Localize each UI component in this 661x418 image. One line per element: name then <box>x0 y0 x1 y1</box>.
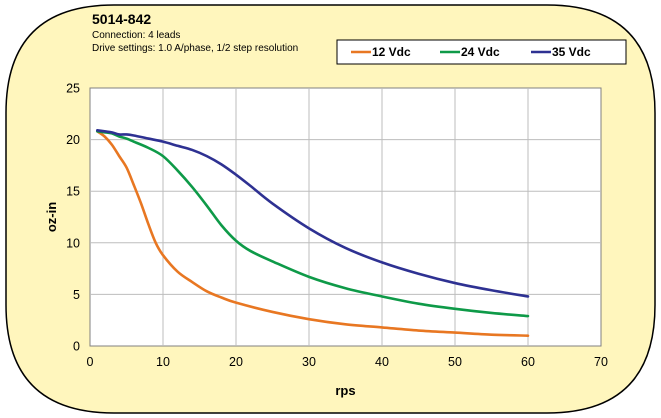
y-tick-label: 5 <box>73 288 80 302</box>
plot-area <box>89 87 602 347</box>
x-axis-label: rps <box>335 383 355 398</box>
chart-subtitle-drive-settings: Drive settings: 1.0 A/phase, 1/2 step re… <box>92 43 298 54</box>
legend: 12 Vdc 24 Vdc 35 Vdc <box>336 39 627 65</box>
series-lines <box>96 129 530 337</box>
series-line-35-vdc <box>96 129 530 298</box>
tick-labels: 0 10 20 30 40 50 60 70 0 5 10 15 20 25 <box>66 82 608 370</box>
series-line-24-vdc <box>96 130 530 318</box>
x-tick-label: 0 <box>87 355 94 369</box>
x-tick-label: 10 <box>156 355 170 369</box>
x-tick-label: 20 <box>229 355 243 369</box>
y-axis-label: oz-in <box>44 202 59 232</box>
series-line-12-vdc <box>96 130 530 337</box>
y-tick-label: 0 <box>73 340 80 354</box>
legend-label: 12 Vdc <box>372 45 411 59</box>
x-tick-label: 70 <box>594 355 608 369</box>
grid-lines <box>90 88 601 346</box>
legend-box <box>336 39 627 65</box>
y-tick-label: 10 <box>66 236 80 250</box>
x-tick-label: 50 <box>448 355 462 369</box>
chart-card: 5014-842 Connection: 4 leads Drive setti… <box>4 3 657 415</box>
x-tick-label: 40 <box>375 355 389 369</box>
chart-subtitle-connection: Connection: 4 leads <box>92 30 180 41</box>
y-tick-label: 25 <box>66 82 80 96</box>
legend-label: 35 Vdc <box>552 45 591 59</box>
chart-svg: 5014-842 Connection: 4 leads Drive setti… <box>5 4 656 414</box>
x-tick-label: 30 <box>302 355 316 369</box>
chart-title: 5014-842 <box>92 11 151 27</box>
legend-label: 24 Vdc <box>461 45 500 59</box>
y-tick-label: 15 <box>66 185 80 199</box>
x-tick-label: 60 <box>521 355 535 369</box>
y-tick-label: 20 <box>66 133 80 147</box>
